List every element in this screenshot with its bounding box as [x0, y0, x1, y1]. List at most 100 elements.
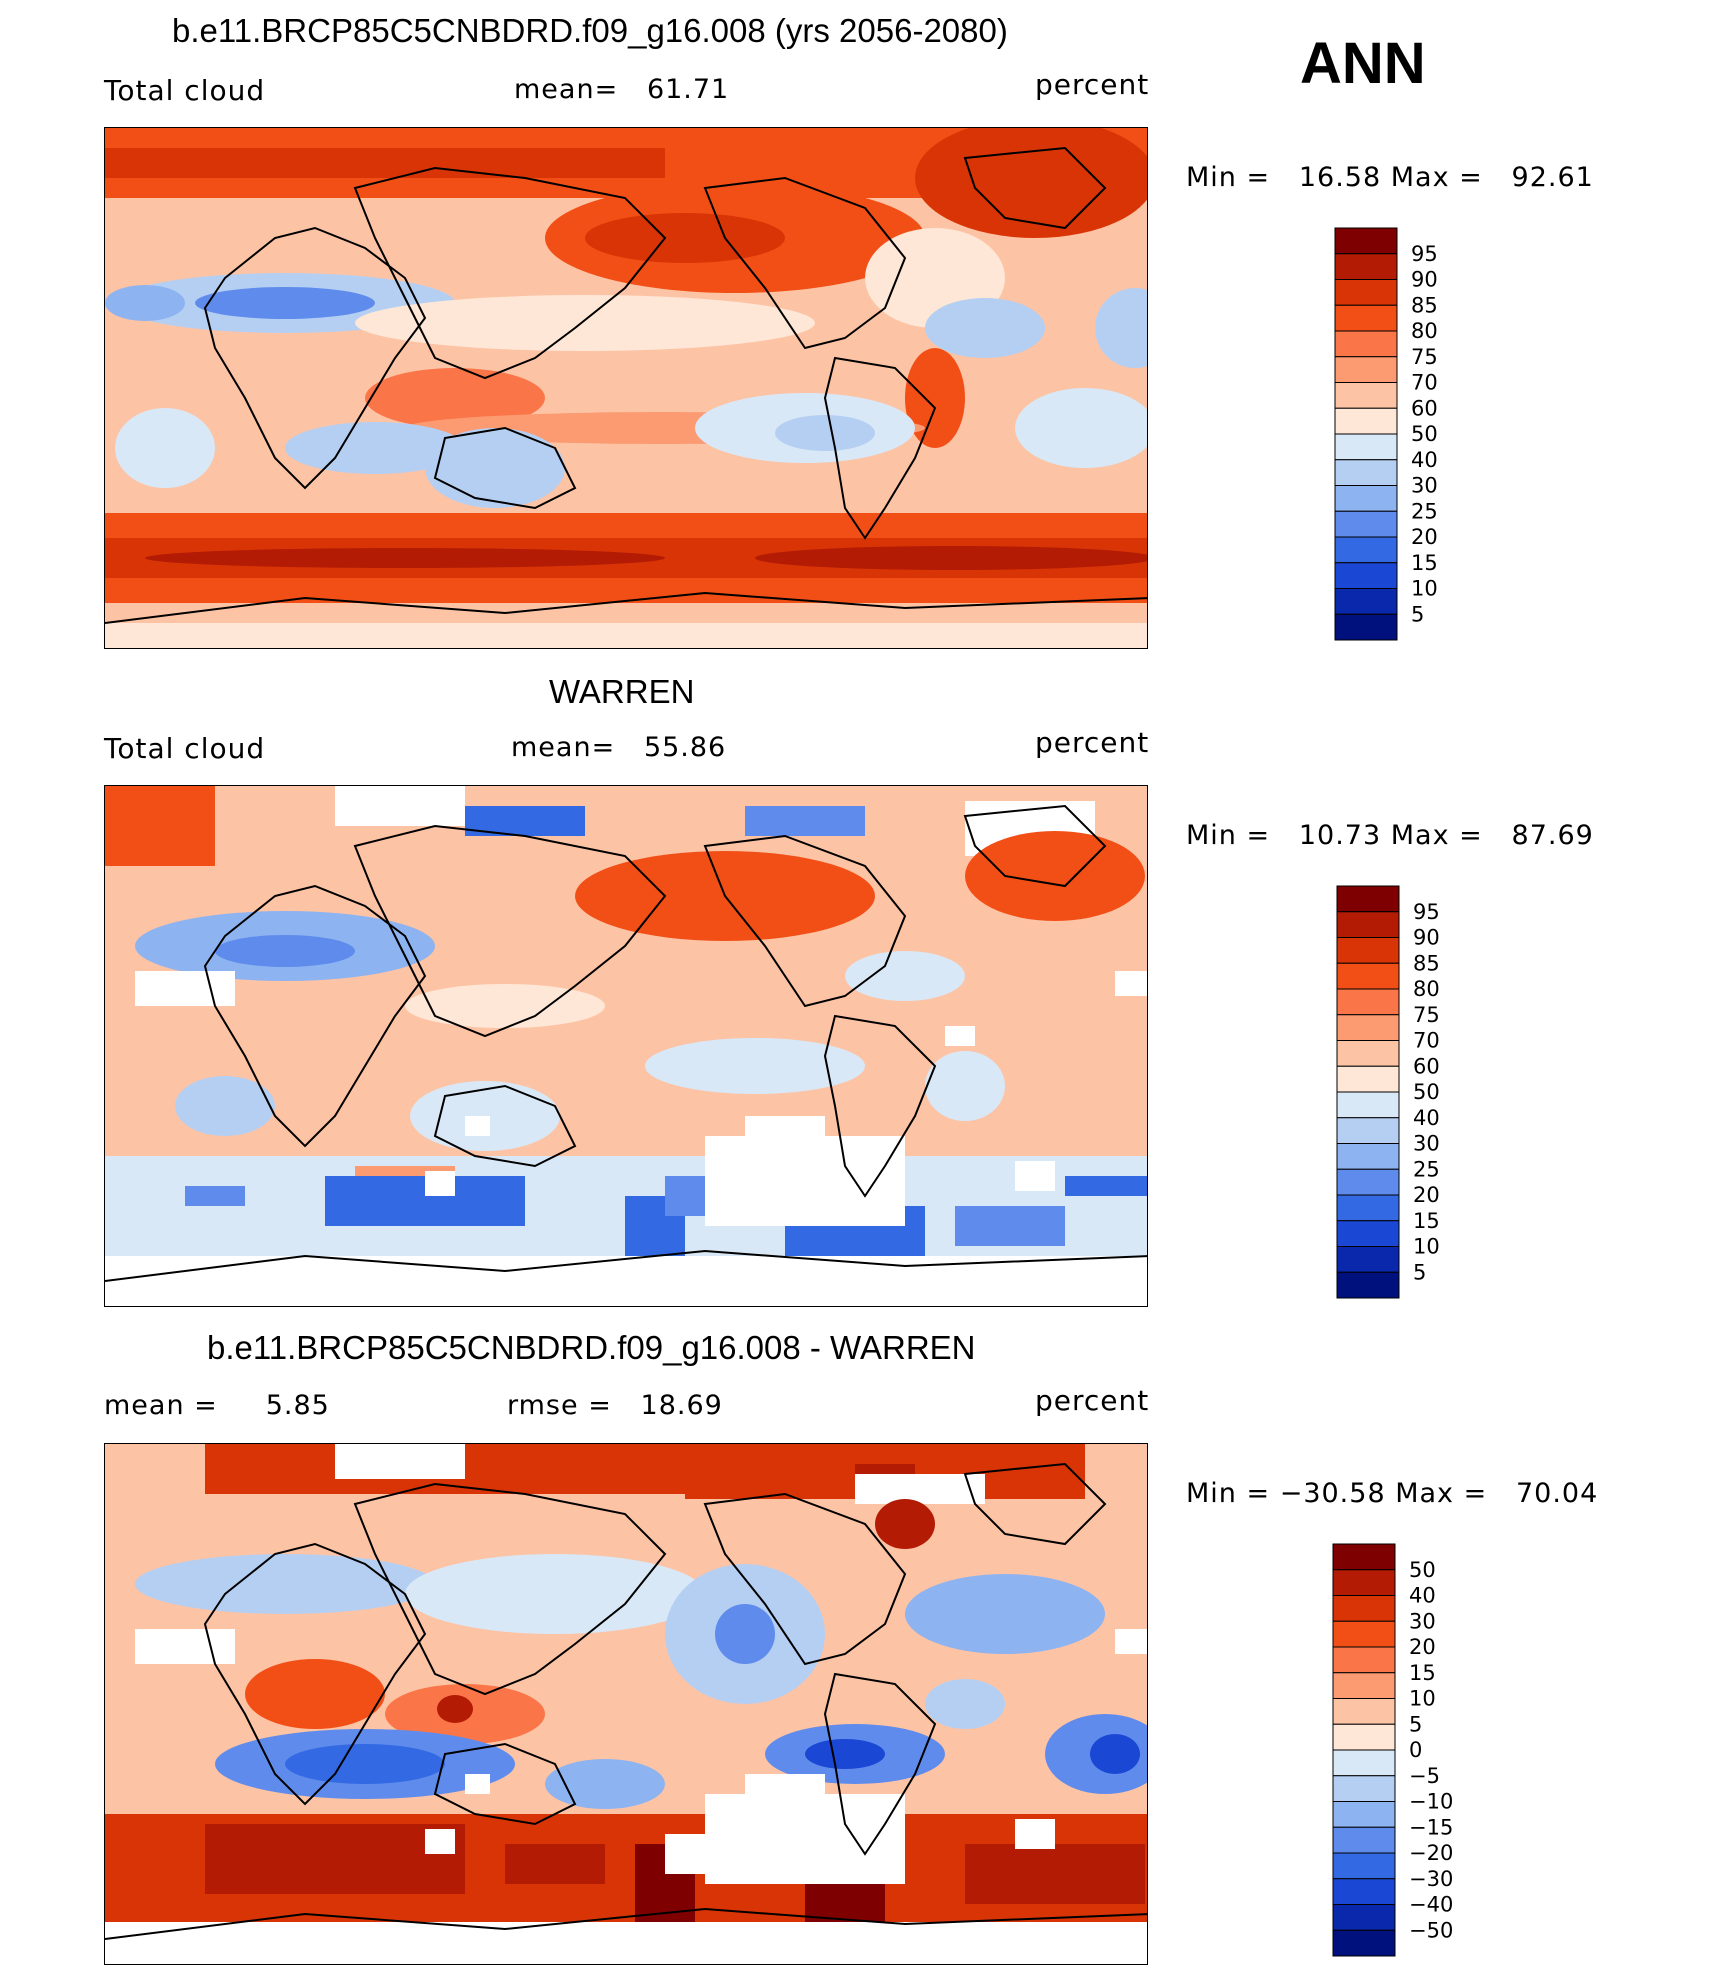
colorbar-tick-label: 70 — [1411, 371, 1438, 395]
colorbar-box — [1334, 536, 1398, 564]
colorbar-box — [1332, 1620, 1396, 1648]
colorbar-tick-label: −10 — [1409, 1790, 1453, 1814]
colorbar-box — [1334, 459, 1398, 486]
colorbar-box — [1336, 1220, 1400, 1247]
colorbar-diff: 50 40 30 20 15 10 5 0 −5 −10 −15 −20 −30 −40 −50 — [1332, 1543, 1583, 1957]
colorbar-obs: 95 90 85 80 75 70 60 50 40 30 25 20 15 10 5 — [1336, 885, 1587, 1299]
coastline — [823, 1014, 937, 1198]
colorbar-tick-label: 85 — [1411, 293, 1438, 317]
colorbar-tick-label: −40 — [1409, 1893, 1453, 1917]
colorbar-tick-label: 20 — [1411, 525, 1438, 549]
colorbar-box — [1336, 1040, 1400, 1067]
season-label: ANN — [1300, 31, 1426, 96]
colorbar-box — [1334, 510, 1398, 538]
colorbar-tick-label: 15 — [1413, 1209, 1440, 1233]
units-label: percent — [1035, 726, 1150, 759]
colorbar-box — [1332, 1569, 1396, 1596]
colorbar-tick-label: 10 — [1413, 1235, 1440, 1259]
panel-title: b.e11.BRCP85C5CNBDRD.f09_g16.008 (yrs 20… — [172, 12, 1008, 49]
colorbar-box — [1336, 1091, 1400, 1119]
colorbar-tick-label: 50 — [1413, 1080, 1440, 1104]
coastline — [203, 226, 427, 490]
colorbar-box — [1334, 562, 1398, 589]
colorbar-tick-label: 15 — [1409, 1661, 1436, 1685]
colorbar-tick-label: 0 — [1409, 1738, 1422, 1762]
colorbar-tick-label: 30 — [1409, 1609, 1436, 1633]
coastline — [105, 591, 1147, 624]
rmse-label: rmse = 18.69 — [507, 1390, 723, 1421]
colorbar-tick-label: 90 — [1413, 926, 1440, 950]
minmax-label: Min = 16.58 Max = 92.61 — [1186, 162, 1594, 193]
mean-label: mean = 5.85 — [104, 1390, 330, 1421]
coastline — [203, 884, 427, 1148]
variable-label: Total cloud — [104, 732, 266, 765]
colorbar-tick-label: −30 — [1409, 1867, 1453, 1891]
colorbar-box — [1332, 1826, 1396, 1854]
colorbar-tick-label: 70 — [1413, 1029, 1440, 1053]
coastline — [963, 1462, 1107, 1546]
map-diff — [104, 1443, 1148, 1965]
colorbar-tick-label: 25 — [1411, 499, 1438, 523]
colorbar-box — [1336, 962, 1400, 990]
colorbar-tick-label: 50 — [1411, 422, 1438, 446]
colorbar-tick-label: 60 — [1411, 396, 1438, 420]
coastline — [353, 1482, 667, 1696]
colorbar-tick-label: 95 — [1413, 900, 1440, 924]
colorbar-tick-label: 75 — [1413, 1003, 1440, 1027]
colorbar-box — [1332, 1878, 1396, 1905]
colorbar-box — [1334, 227, 1398, 255]
coastline — [963, 804, 1107, 888]
coastline — [105, 1907, 1147, 1940]
colorbar-box — [1332, 1749, 1396, 1777]
coastline — [823, 1672, 937, 1856]
colorbar-box — [1334, 330, 1398, 358]
colorbar-box — [1334, 304, 1398, 332]
coastline — [703, 834, 907, 1008]
colorbar-tick-label: −50 — [1409, 1918, 1453, 1942]
variable-label: Total cloud — [104, 74, 266, 107]
colorbar-tick-label: 25 — [1413, 1157, 1440, 1181]
colorbar-box — [1332, 1775, 1396, 1802]
colorbar-tick-label: 10 — [1409, 1687, 1436, 1711]
mean-label: mean= 61.71 — [514, 74, 730, 105]
colorbar-box — [1332, 1698, 1396, 1725]
colorbar-box — [1336, 1271, 1400, 1299]
colorbar-tick-label: 15 — [1411, 551, 1438, 575]
colorbar-tick-label: 50 — [1409, 1558, 1436, 1582]
colorbar-box — [1332, 1904, 1396, 1931]
colorbar-tick-label: 5 — [1411, 602, 1424, 626]
colorbar-box — [1332, 1543, 1396, 1571]
minmax-label: Min = 10.73 Max = 87.69 — [1186, 820, 1594, 851]
colorbar-box — [1336, 885, 1400, 913]
coastline — [353, 824, 667, 1038]
coastline — [433, 426, 577, 510]
units-label: percent — [1035, 68, 1150, 101]
colorbar-box — [1336, 1117, 1400, 1144]
panel-title: WARREN — [549, 673, 695, 710]
coastline — [433, 1084, 577, 1168]
colorbar-box — [1334, 613, 1398, 641]
colorbar-box — [1334, 433, 1398, 461]
colorbar-tick-label: 40 — [1411, 448, 1438, 472]
colorbar-box — [1332, 1672, 1396, 1699]
colorbar-box — [1334, 279, 1398, 306]
coastline — [963, 146, 1107, 230]
colorbar-box — [1332, 1929, 1396, 1957]
colorbar-tick-label: −20 — [1409, 1841, 1453, 1865]
panel-title: b.e11.BRCP85C5CNBDRD.f09_g16.008 - WARRE… — [207, 1329, 976, 1366]
colorbar-tick-label: 20 — [1413, 1183, 1440, 1207]
colorbar-tick-label: 90 — [1411, 268, 1438, 292]
colorbar-tick-label: −5 — [1409, 1764, 1440, 1788]
colorbar-box — [1334, 407, 1398, 435]
coastline — [703, 1492, 907, 1666]
coastline — [353, 166, 667, 380]
colorbar-box — [1334, 356, 1398, 383]
coastline — [105, 1249, 1147, 1282]
colorbar-box — [1332, 1595, 1396, 1622]
colorbar-box — [1332, 1646, 1396, 1674]
colorbar-tick-label: 95 — [1411, 242, 1438, 266]
colorbar-box — [1336, 988, 1400, 1016]
colorbar-box — [1336, 1065, 1400, 1093]
colorbar-box — [1332, 1801, 1396, 1828]
colorbar-box — [1332, 1723, 1396, 1751]
